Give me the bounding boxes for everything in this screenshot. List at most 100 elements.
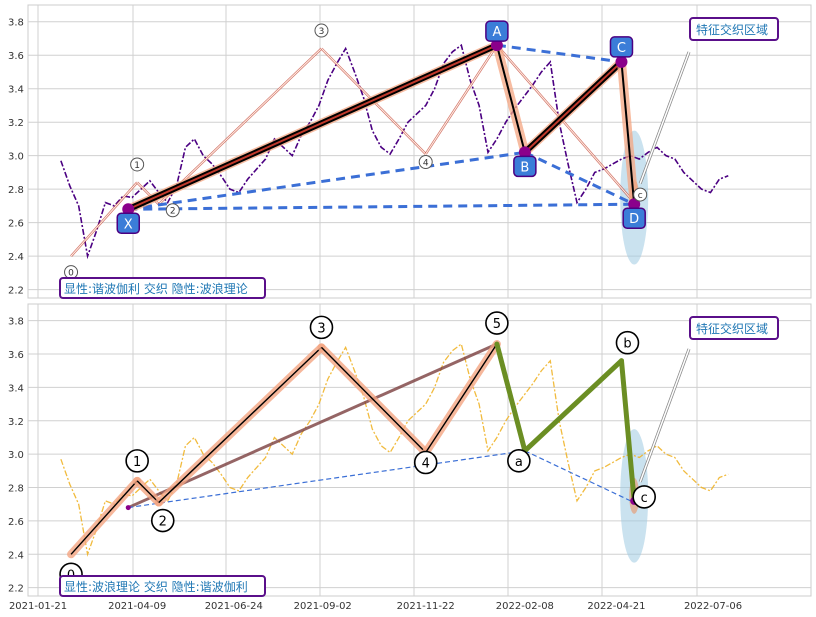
top-y-tick-label: 3.8 — [8, 18, 24, 29]
bottom-annotation-text: 显性:波浪理论 交织 隐性:谐波伽利 — [64, 579, 248, 594]
top-harmonic-leg — [495, 44, 526, 154]
bottom-y-tick-label: 3.6 — [8, 350, 24, 361]
bottom-wave-segment — [425, 343, 498, 453]
top-wave-segment-inner — [70, 182, 138, 257]
top-y-tick-label: 3.0 — [8, 152, 24, 163]
x-tick-label: 2022-04-21 — [587, 601, 645, 612]
x-tick-label: 2021-06-24 — [205, 601, 263, 612]
bottom-wave-label-circle — [615, 330, 640, 355]
bottom-corrective-segment — [522, 358, 624, 454]
top-harmonic-label-text: D — [629, 212, 639, 227]
top-plot-area — [27, 4, 812, 299]
bottom-wave-segment — [320, 346, 427, 453]
top-harmonic-label-text: C — [617, 41, 626, 56]
top-y-tick-label: 3.2 — [8, 118, 24, 129]
top-y-tick-label: 2.4 — [8, 252, 24, 263]
top-wave-label-text: 4 — [423, 159, 429, 169]
top-region-pointer-inner — [639, 51, 690, 184]
top-annotation-text: 显性:谐波伽利 交织 隐性:波浪理论 — [64, 281, 248, 296]
bottom-harmonic-dash — [128, 450, 525, 509]
top-chart-layer: 2.22.42.62.83.03.23.43.63.8012345cXABCD — [8, 5, 811, 298]
top-wave-label-text: 1 — [134, 161, 140, 171]
x-tick-label: 2021-11-22 — [397, 601, 455, 612]
bottom-y-tick-label: 3.0 — [8, 450, 24, 461]
top-harmonic-label-box — [622, 207, 646, 229]
top-annotation-box: 显性:谐波伽利 交织 隐性:波浪理论 — [59, 277, 266, 299]
top-harmonic-leg — [620, 60, 636, 206]
bottom-region-text: 特征交织区域 — [696, 321, 768, 336]
top-y-tick-label: 2.8 — [8, 185, 24, 196]
bottom-wave-segment — [70, 480, 138, 555]
bottom-y-tick-label: 2.8 — [8, 484, 24, 495]
x-tick-label: 2021-01-21 — [9, 601, 67, 612]
top-price-line — [60, 43, 729, 260]
bottom-wave-label-text: 3 — [317, 321, 325, 336]
top-harmonic-dash — [496, 43, 622, 64]
bottom-y-tick-label: 2.6 — [8, 517, 24, 528]
top-harmonic-dash — [524, 150, 635, 206]
bottom-y-tick-label: 3.4 — [8, 383, 24, 394]
bottom-wave-label-text: 5 — [493, 317, 501, 332]
top-harmonic-label-text: A — [492, 25, 501, 40]
top-wave-label-circle — [633, 187, 648, 202]
top-harmonic-label-box — [513, 155, 537, 178]
top-harmonic-dash — [128, 150, 526, 211]
x-tick-label: 2022-02-08 — [496, 601, 554, 612]
bottom-y-tick-label: 2.2 — [8, 584, 24, 595]
bottom-region-pointer-inner — [639, 348, 690, 483]
bottom-annotation-frame — [59, 575, 266, 597]
top-wave-label-text: 2 — [170, 207, 176, 217]
bottom-wave-label-circle — [485, 311, 509, 335]
bottom-wave-label-text: a — [515, 455, 523, 470]
bottom-chart-layer: 2.22.42.62.83.03.23.43.63.8012345abc — [8, 304, 811, 596]
bottom-region-label: 特征交织区域 — [689, 316, 779, 340]
top-wave-segment-inner — [496, 44, 635, 203]
bottom-y-tick-label: 3.2 — [8, 417, 24, 428]
top-annotation-frame — [59, 277, 266, 299]
bottom-wave-label-text: 4 — [422, 457, 430, 472]
top-region-frame — [689, 17, 779, 41]
bottom-harmonic-xa-line — [127, 342, 498, 509]
bottom-wave-label-text: c — [641, 491, 648, 506]
bottom-wave-label-text: 1 — [133, 455, 141, 470]
bottom-wave-label-text: b — [623, 337, 631, 352]
top-wave-segment-inner — [158, 48, 322, 205]
bottom-wave-label-circle — [413, 450, 438, 475]
x-tick-label: 2022-07-06 — [684, 601, 742, 612]
top-wave-label-circle — [418, 155, 433, 170]
bottom-wave-segment — [158, 346, 322, 504]
bottom-wave-label-circle — [507, 449, 531, 473]
bottom-wave-label-circle — [150, 508, 175, 533]
top-pivot-dot — [615, 55, 628, 68]
top-y-tick-label: 2.6 — [8, 219, 24, 230]
top-harmonic-leg-center — [127, 44, 498, 211]
top-pivot-dot — [122, 203, 135, 216]
top-harmonic-label-box — [609, 36, 634, 58]
bottom-pivot-dot — [125, 505, 131, 511]
top-pivot-dot — [490, 39, 503, 52]
top-harmonic-label-box — [116, 212, 141, 235]
bottom-wave-label-text: 2 — [159, 515, 167, 530]
top-harmonic-leg-center — [524, 61, 623, 154]
top-wave-label-circle — [130, 157, 145, 172]
x-axis-ticks: 2021-01-21 2021-04-09 2021-06-24 2021-09-02… — [9, 601, 742, 612]
top-wave-label-circle — [165, 203, 180, 218]
top-harmonic-label-text: B — [520, 160, 529, 175]
top-y-tick-label: 2.2 — [8, 286, 24, 297]
top-region-text: 特征交织区域 — [696, 22, 768, 37]
x-tick-label: 2021-09-02 — [294, 601, 352, 612]
top-y-tick-label: 3.4 — [8, 85, 24, 96]
bottom-wave-label-circle — [125, 449, 149, 473]
bottom-wave-segment — [136, 480, 160, 504]
top-harmonic-label-text: X — [124, 217, 133, 232]
bottom-y-tick-label: 3.8 — [8, 317, 24, 328]
bottom-corrective-segment — [618, 358, 637, 504]
bottom-harmonic-dash — [524, 450, 635, 504]
bottom-panel: 2.22.42.62.83.03.23.43.63.8012345abc 显性:… — [8, 303, 812, 597]
top-wave-label-text: 0 — [68, 269, 74, 279]
top-wave-label-text: 3 — [319, 27, 325, 37]
x-tick-label: 2021-04-09 — [108, 601, 166, 612]
bottom-wave-label-circle — [632, 485, 656, 509]
top-harmonic-label-box — [485, 20, 509, 42]
